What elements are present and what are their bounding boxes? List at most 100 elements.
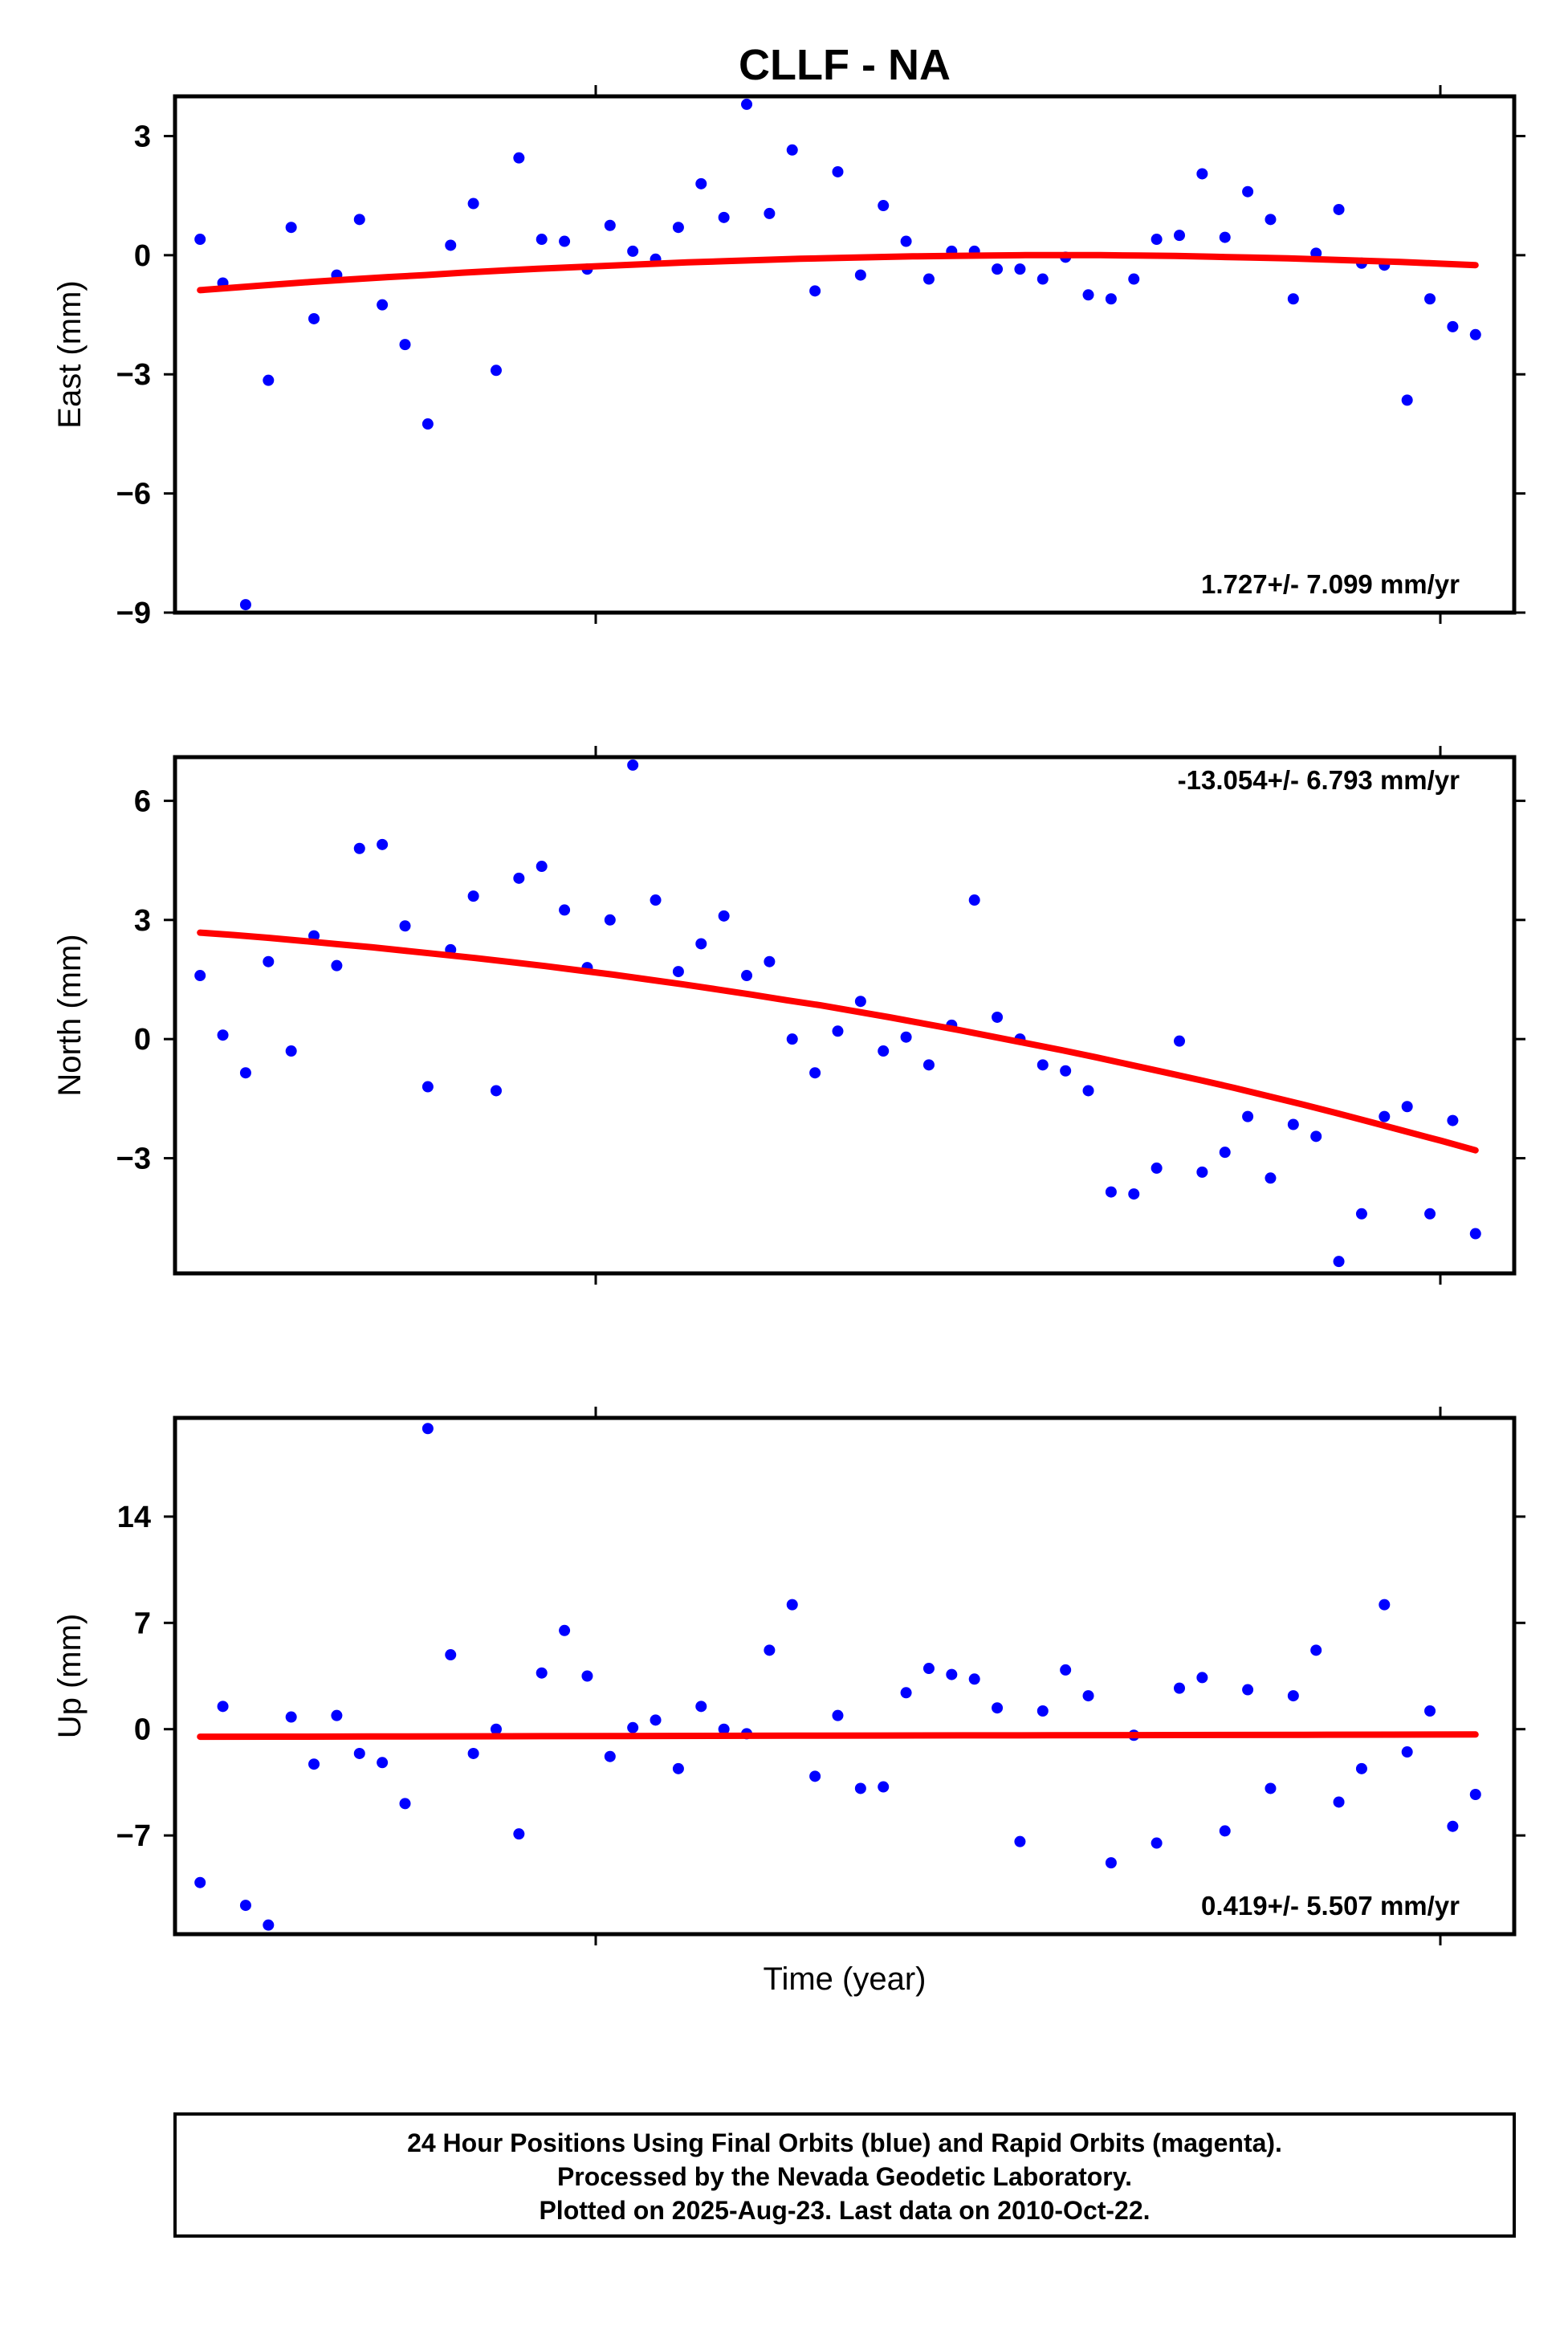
up-y-tick-label: −7 [116,1819,151,1853]
east-rate-label: 1.727+/- 7.099 mm/yr [1201,569,1460,599]
up-data-point [445,1649,457,1661]
up-data-point [764,1644,776,1656]
up-y-tick-label: 7 [134,1607,151,1640]
east-data-point [1401,394,1413,406]
east-y-tick-label: −9 [116,597,151,630]
up-data-point [536,1667,548,1679]
east-data-point [741,98,753,110]
east-data-point [1287,293,1299,305]
north-data-point [1447,1114,1459,1126]
north-data-point [331,959,343,971]
east-data-point [809,285,821,297]
north-data-point [1219,1147,1231,1159]
east-data-point [854,269,866,281]
north-data-point [992,1011,1004,1023]
up-data-point [1447,1820,1459,1832]
up-data-point [946,1668,958,1680]
east-data-point [377,299,389,311]
north-data-point [422,1081,434,1093]
east-data-point [1424,293,1436,305]
north-y-tick-label: 3 [134,904,151,938]
north-data-point [263,955,275,967]
up-trend-line [197,1731,1479,1741]
east-data-point [1196,168,1208,180]
up-data-point [217,1701,229,1713]
north-data-point [786,1033,798,1045]
east-data-point [467,198,479,210]
east-data-point [513,152,525,164]
east-data-point [718,211,730,223]
east-data-point [786,144,798,156]
footer-line-3: Plotted on 2025-Aug-23. Last data on 201… [539,2196,1150,2225]
east-data-point [922,273,935,285]
up-data-point [1401,1746,1413,1758]
up-data-point [581,1670,593,1682]
up-data-point [377,1757,389,1769]
north-data-point [604,914,616,926]
north-data-point [559,904,571,916]
up-data-point [399,1798,411,1810]
up-data-point [1014,1835,1026,1847]
north-data-point [1333,1256,1345,1268]
east-y-tick-label: −6 [116,478,151,511]
north-data-point [1401,1101,1413,1113]
north-data-point [1355,1208,1367,1220]
east-y-tick-label: 3 [134,120,151,153]
up-data-point [968,1673,980,1685]
up-data-point [239,1900,251,1912]
up-y-tick-label: 0 [134,1713,151,1747]
east-data-point [764,207,776,219]
up-data-point [922,1663,935,1675]
east-data-point [1469,328,1481,340]
north-data-point [1310,1130,1322,1143]
up-data-point [1242,1684,1254,1696]
north-data-point [467,890,479,902]
east-data-point [1105,293,1117,305]
footer-box [173,2112,1516,2238]
north-y-tick-label: −3 [116,1143,151,1176]
east-data-point [604,219,616,231]
up-data-point [353,1747,365,1759]
up-data-point [263,1919,275,1931]
north-data-point [217,1029,229,1041]
east-data-point [1014,263,1026,275]
up-data-point [878,1781,890,1793]
north-trend-line [197,929,1479,1154]
north-data-point [968,894,980,906]
north-data-point [741,970,753,982]
north-data-point [1174,1035,1185,1047]
north-data-point [1265,1172,1277,1184]
up-data-point [1196,1672,1208,1684]
north-data-point [900,1031,912,1043]
north-data-point [1379,1110,1391,1122]
north-data-point [1469,1228,1481,1240]
north-data-point [1287,1118,1299,1130]
north-y-axis-label: North (mm) [52,934,88,1096]
up-rate-label: 0.419+/- 5.507 mm/yr [1201,1891,1460,1921]
north-data-point [672,966,684,978]
north-data-point [513,872,525,884]
north-data-point [490,1085,502,1097]
east-data-point [900,235,912,247]
up-data-point [900,1687,912,1699]
north-data-point [764,955,776,967]
up-data-point [1037,1705,1049,1717]
east-plot-frame [173,94,1517,615]
east-data-point [1151,234,1163,246]
north-data-point [718,910,730,922]
north-data-point [536,861,548,873]
north-data-point [1105,1186,1117,1198]
east-data-point [1447,320,1459,332]
up-data-point [1105,1857,1117,1869]
north-data-point [809,1067,821,1079]
up-data-point [559,1624,571,1636]
north-data-point [878,1045,890,1057]
east-data-point [1242,185,1254,198]
north-rate-label: -13.054+/- 6.793 mm/yr [1178,765,1460,795]
north-data-point [399,920,411,932]
east-data-point [1037,273,1049,285]
up-data-point [467,1747,479,1759]
north-data-point [854,996,866,1008]
